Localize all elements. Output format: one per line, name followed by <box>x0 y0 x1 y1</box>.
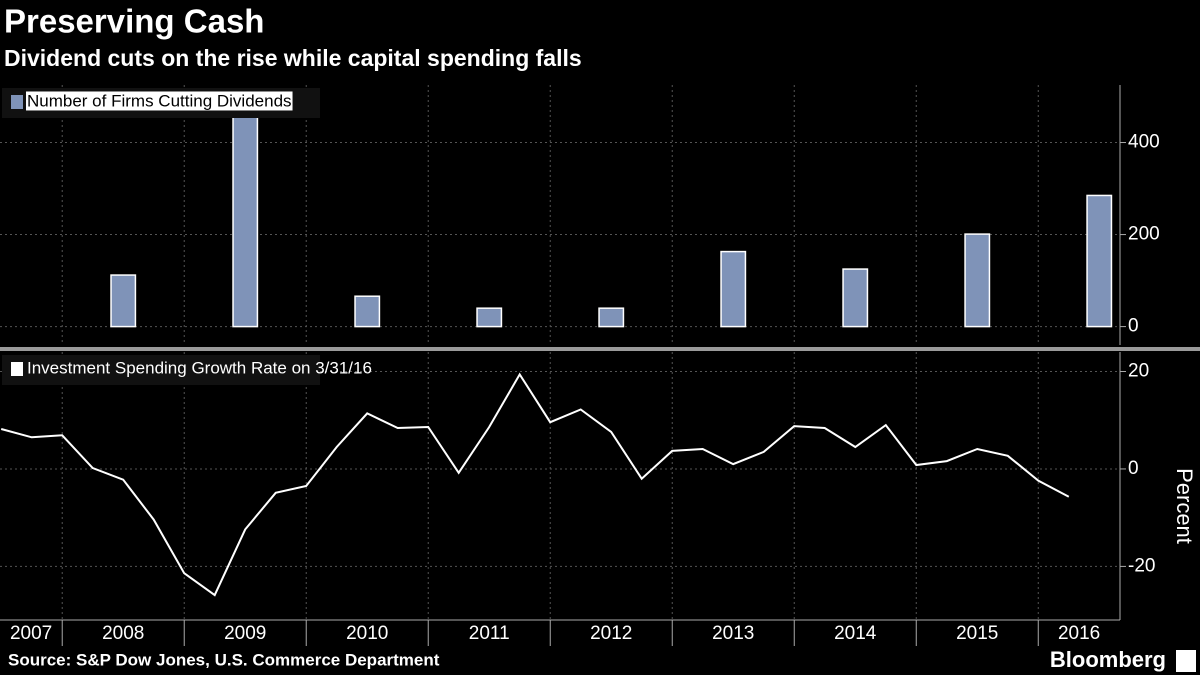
bar <box>598 307 625 328</box>
legend-label: Investment Spending Growth Rate on 3/31/… <box>27 358 372 377</box>
x-tick-label: 2007 <box>10 623 52 644</box>
x-tick-label: 2016 <box>1058 623 1100 644</box>
brand: Bloomberg <box>1050 647 1166 672</box>
legend-swatch <box>11 362 23 376</box>
legend-box <box>2 355 320 385</box>
bar <box>354 295 381 328</box>
y-tick-label: 400 <box>1128 132 1160 153</box>
x-tick-label: 2013 <box>712 623 754 644</box>
bar <box>964 233 991 328</box>
y-tick-label: -20 <box>1128 555 1155 576</box>
x-tick-label: 2012 <box>590 623 632 644</box>
legend-label: Number of Firms Cutting Dividends <box>27 91 292 110</box>
x-tick-label: 2011 <box>469 623 510 644</box>
bar <box>110 274 137 328</box>
bar <box>232 109 259 328</box>
y-tick-label: 200 <box>1128 224 1160 245</box>
bar <box>476 307 503 328</box>
y-axis-label: Percent <box>1172 468 1197 544</box>
bar <box>842 268 869 328</box>
x-tick-label: 2008 <box>102 623 144 644</box>
x-tick-label: 2014 <box>834 623 877 644</box>
line <box>0 372 1070 597</box>
panel-divider <box>0 347 1200 351</box>
chart-subtitle: Dividend cuts on the rise while capital … <box>4 45 582 71</box>
legend-label-bg <box>26 91 293 111</box>
x-tick-label: 2015 <box>956 623 998 644</box>
legend-swatch <box>11 95 23 109</box>
x-tick-label: 2009 <box>224 623 266 644</box>
y-tick-label: 20 <box>1128 361 1149 382</box>
bar <box>720 250 747 328</box>
y-tick-label: 0 <box>1128 458 1139 479</box>
y-tick-label: 0 <box>1128 316 1139 337</box>
source: Source: S&P Dow Jones, U.S. Commerce Dep… <box>8 650 440 669</box>
bar <box>1086 194 1113 328</box>
brand-icon <box>1176 650 1196 672</box>
chart-title: Preserving Cash <box>4 3 264 40</box>
x-tick-label: 2010 <box>346 623 388 644</box>
